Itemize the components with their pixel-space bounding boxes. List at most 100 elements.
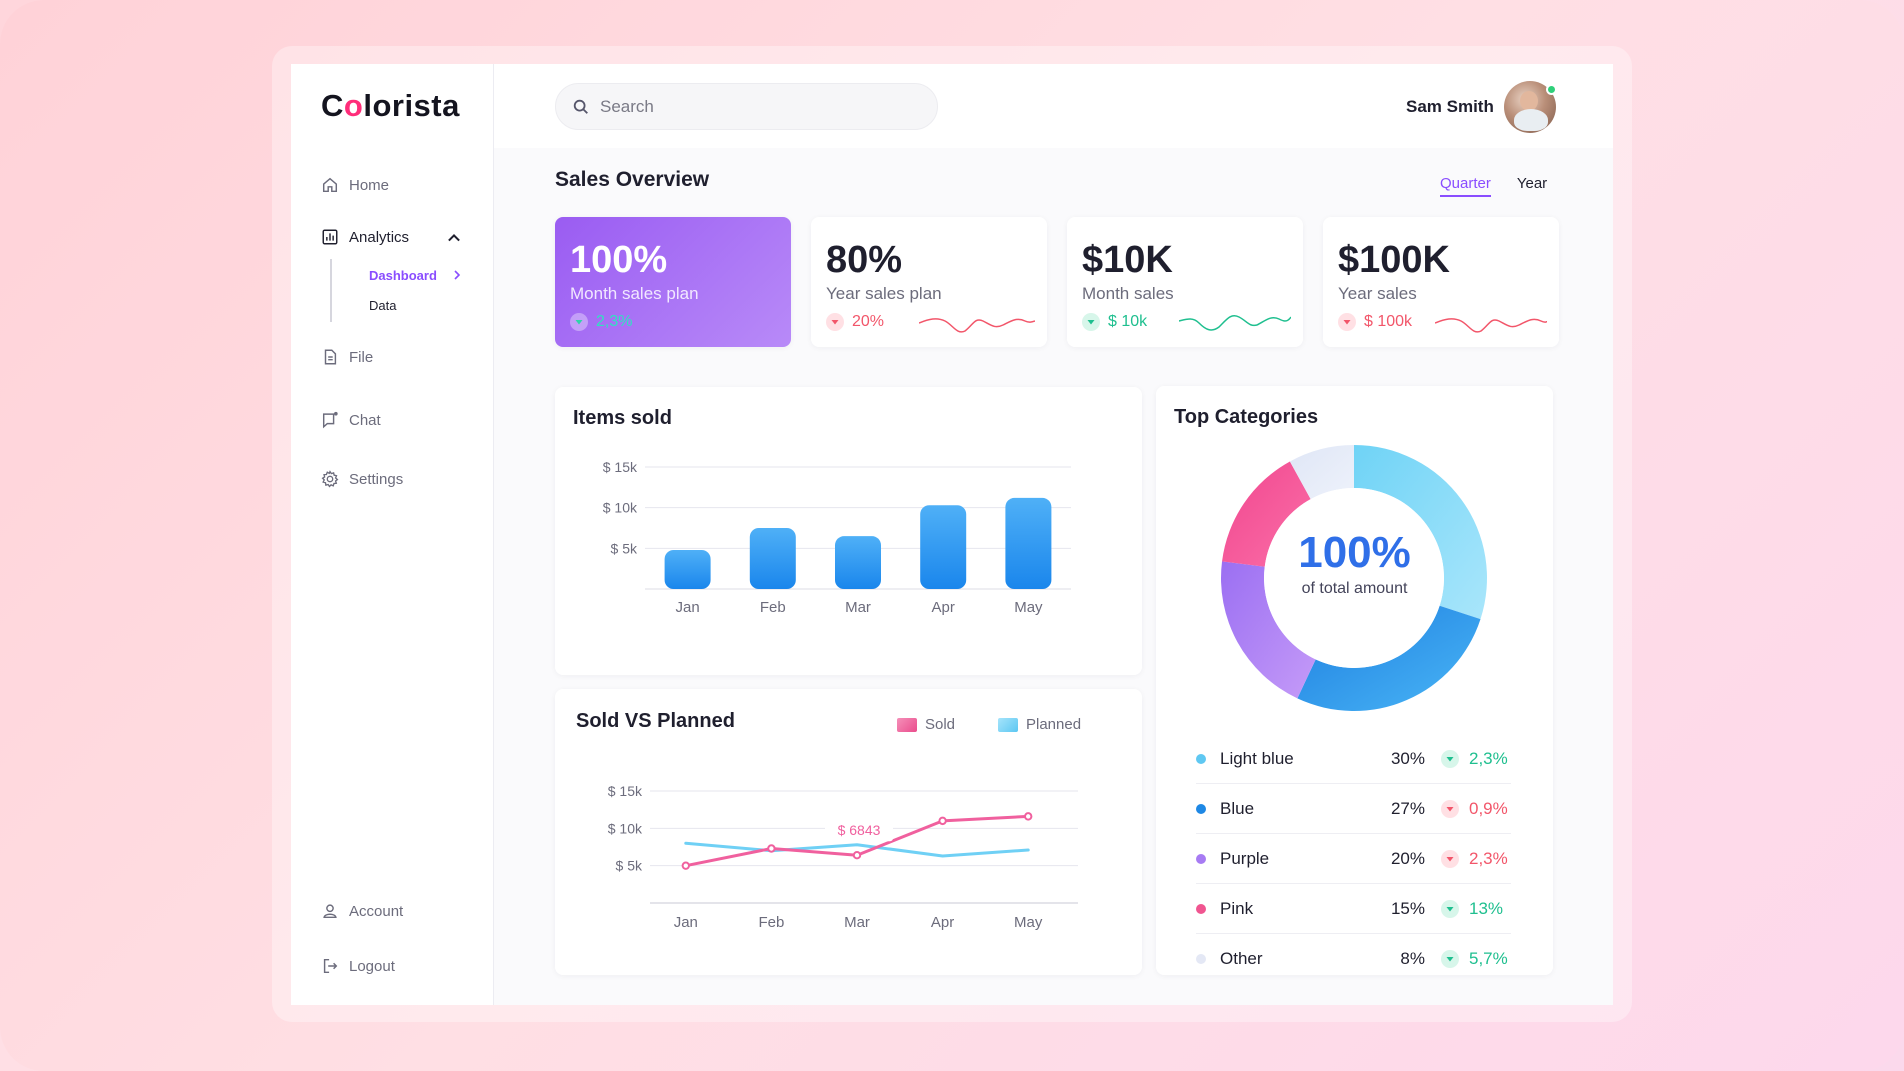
- donut-slice-other[interactable]: [1289, 445, 1354, 500]
- donut-slice-blue[interactable]: [1297, 605, 1481, 711]
- category-change: 13%: [1441, 899, 1503, 919]
- sparkline: [919, 318, 1035, 333]
- logo-highlight: o: [343, 88, 364, 123]
- file-icon: [324, 349, 337, 365]
- items-sold-card: Items sold $ 5k $ 10k $ 15k Jan Feb Mar Apr May: [555, 387, 1142, 675]
- category-change: 0,9%: [1441, 799, 1508, 819]
- category-row[interactable]: Blue 27% 0,9%: [1196, 784, 1511, 834]
- items-sold-chart: $ 5k $ 10k $ 15k Jan Feb Mar Apr May: [603, 459, 1071, 616]
- kpi-card-month-sales[interactable]: $10K Month sales $ 10k: [1067, 217, 1303, 347]
- chevron-up-icon[interactable]: [445, 229, 463, 247]
- donut-center: 100% of total amount: [1156, 528, 1553, 598]
- sidebar-item-label: Logout: [349, 957, 395, 975]
- donut-center-label: of total amount: [1301, 580, 1408, 597]
- trend-up-icon: [1082, 313, 1100, 331]
- kpi-delta-value: 2,3%: [596, 313, 633, 330]
- legend-planned[interactable]: Planned: [998, 716, 1081, 733]
- kpi-card-month-sales-plan[interactable]: 100% Month sales plan 2,3%: [555, 217, 791, 347]
- series-line-planned[interactable]: [684, 841, 1030, 858]
- kpi-delta: 2,3%: [570, 313, 632, 331]
- bar-mar[interactable]: [835, 536, 881, 589]
- x-tick-label: May: [1014, 599, 1043, 616]
- user-icon: [323, 904, 337, 919]
- kpi-card-year-sales-plan[interactable]: 80% Year sales plan 20%: [811, 217, 1047, 347]
- x-tick-label: Feb: [758, 914, 784, 931]
- legend-swatch-sold: [897, 717, 917, 732]
- data-point[interactable]: [938, 816, 947, 826]
- donut-slice-light-blue[interactable]: [1354, 445, 1487, 620]
- kpi-delta-value: $ 100k: [1364, 313, 1413, 330]
- category-color-dot: [1196, 954, 1206, 964]
- category-percent: 8%: [1400, 949, 1425, 968]
- card-title: Items sold: [573, 407, 672, 429]
- kpi-card-year-sales[interactable]: $100K Year sales $ 100k: [1323, 217, 1559, 347]
- sidebar-item-label: Account: [349, 902, 404, 920]
- category-change-value: 2,3%: [1469, 748, 1508, 768]
- data-point[interactable]: [852, 851, 862, 860]
- legend-swatch-planned: [998, 717, 1018, 732]
- gear-icon: [321, 470, 339, 488]
- bar-feb[interactable]: [749, 528, 796, 589]
- logo[interactable]: Colorista: [321, 88, 460, 124]
- category-change: 2,3%: [1441, 849, 1508, 869]
- user-name: Sam Smith: [1406, 97, 1494, 116]
- category-row[interactable]: Other 8% 5,7%: [1196, 934, 1511, 984]
- legend-sold[interactable]: Sold: [897, 716, 955, 733]
- data-point[interactable]: [1024, 812, 1033, 821]
- trend-down-icon: [826, 313, 844, 331]
- category-percent: 27%: [1390, 798, 1425, 818]
- online-status-dot: [1546, 84, 1557, 95]
- y-tick-label: $ 10k: [603, 500, 638, 516]
- sidebar-item-chat[interactable]: Chat: [321, 411, 381, 429]
- topbar: Sam Smith: [494, 64, 1613, 148]
- subitem-label: Dashboard: [369, 268, 437, 283]
- sparkline: [1179, 315, 1291, 331]
- search-input[interactable]: [600, 96, 900, 117]
- top-categories-card: Top Categories 100% of total amount Ligh…: [1156, 386, 1553, 975]
- donut-slice-pink[interactable]: [1222, 461, 1311, 567]
- sidebar-subitem-dashboard[interactable]: Dashboard: [369, 268, 461, 283]
- card-title: Sold VS Planned: [576, 710, 735, 732]
- trend-down-icon: [1441, 849, 1459, 868]
- bar-apr[interactable]: [920, 505, 967, 589]
- avatar[interactable]: [1504, 81, 1557, 133]
- sidebar-item-logout[interactable]: Logout: [321, 957, 395, 975]
- bar-may[interactable]: [1005, 497, 1052, 589]
- sidebar-item-analytics[interactable]: Analytics: [321, 228, 460, 246]
- category-change: 2,3%: [1441, 749, 1508, 769]
- y-tick-label: $ 15k: [603, 459, 638, 475]
- category-name: Other: [1220, 949, 1263, 968]
- sidebar-item-label: Chat: [349, 411, 381, 429]
- category-color-dot: [1196, 903, 1206, 914]
- kpi-value: 100%: [570, 239, 668, 281]
- sidebar-item-account[interactable]: Account: [321, 902, 403, 920]
- chat-icon: [322, 411, 338, 429]
- logo-suffix: lorista: [363, 88, 460, 123]
- tooltip-value: $ 6843: [838, 822, 881, 838]
- category-row[interactable]: Purple 20% 2,3%: [1196, 834, 1511, 884]
- tab-year[interactable]: Year: [1516, 175, 1548, 192]
- kpi-delta: 20%: [826, 313, 884, 331]
- y-tick-label: $ 5k: [611, 540, 638, 556]
- tooltip-bg: [825, 819, 893, 842]
- data-point[interactable]: [681, 861, 691, 870]
- top-categories-donut: [1221, 445, 1487, 711]
- kpi-label: Month sales: [1082, 284, 1174, 303]
- search-box[interactable]: [555, 83, 938, 130]
- sidebar-item-home[interactable]: Home: [321, 176, 389, 194]
- category-row[interactable]: Light blue 30% 2,3%: [1196, 734, 1511, 784]
- data-point[interactable]: [767, 844, 776, 853]
- donut-slice-purple[interactable]: [1221, 561, 1316, 699]
- trend-up-icon: [570, 313, 588, 331]
- category-color-dot: [1196, 853, 1206, 864]
- category-change-value: 13%: [1469, 898, 1504, 918]
- tab-quarter[interactable]: Quarter: [1440, 175, 1491, 197]
- category-name: Blue: [1220, 798, 1255, 818]
- category-name: Light blue: [1220, 748, 1294, 768]
- bar-jan[interactable]: [664, 549, 711, 589]
- kpi-value: $100K: [1338, 239, 1450, 281]
- sidebar-subitem-data[interactable]: Data: [369, 298, 396, 313]
- sidebar-item-settings[interactable]: Settings: [321, 470, 403, 488]
- sidebar-item-file[interactable]: File: [321, 348, 373, 366]
- category-row[interactable]: Pink 15% 13%: [1196, 884, 1511, 934]
